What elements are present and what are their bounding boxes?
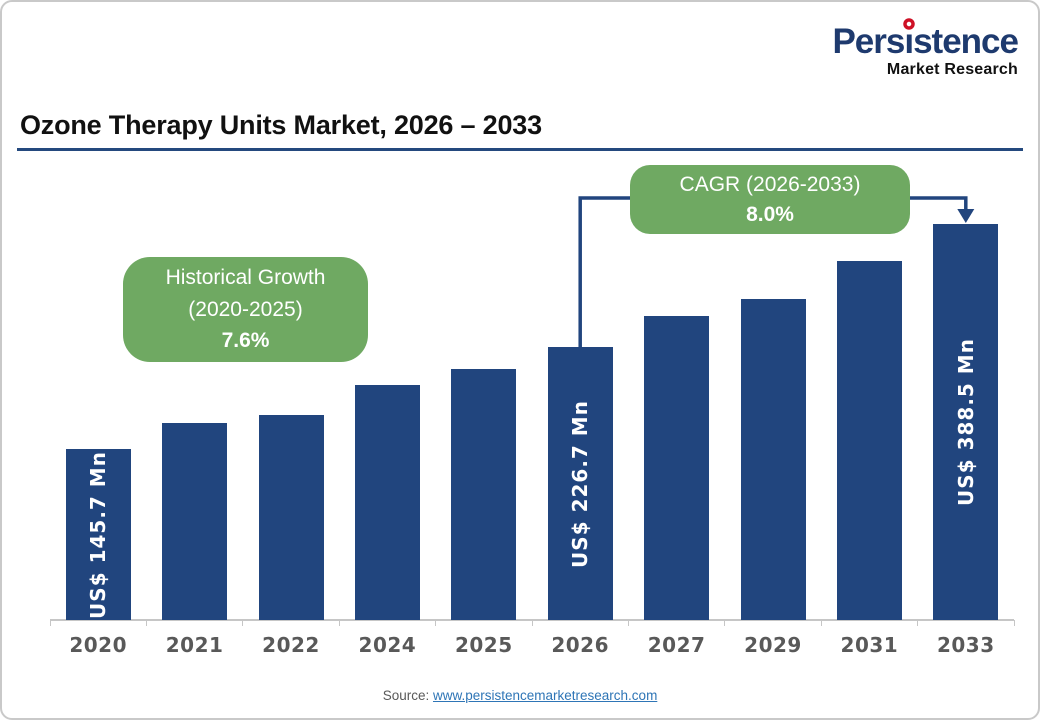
axis-tick: [435, 620, 437, 626]
axis-tick: [531, 620, 533, 626]
bar-value-label-2033: US$ 388.5 Mn: [953, 338, 978, 506]
x-tick-label-2033: 2033: [936, 633, 995, 657]
x-tick-label-2029: 2029: [744, 633, 802, 657]
logo-gear-icon: [902, 18, 915, 30]
axis-tick: [627, 620, 629, 626]
x-tick-label-2025: 2025: [454, 633, 513, 657]
historical-growth-line2: (2020-2025): [188, 297, 303, 321]
axis-tick: [145, 620, 147, 626]
x-tick-label-2022: 2022: [262, 633, 320, 657]
logo-brand-text: Persı stence: [832, 18, 1019, 59]
page-title: Ozone Therapy Units Market, 2026 – 2033: [20, 110, 542, 140]
x-tick-label-2026: 2026: [551, 633, 610, 657]
x-tick-label-2021: 2021: [165, 633, 224, 657]
bar-2029: [740, 299, 806, 620]
axis-tick: [917, 620, 919, 626]
cagr-line1: CAGR (2026-2033): [679, 173, 861, 197]
bar-value-label-2020: US$ 145.7 Mn: [86, 450, 111, 619]
bar-2025: [451, 369, 517, 620]
cagr-value: 8.0%: [746, 202, 794, 226]
logo: Persı stence Market Research: [832, 18, 1019, 78]
bar-2026: US$ 226.7 Mn: [547, 347, 613, 620]
logo-subtitle: Market Research: [886, 61, 1018, 78]
source-line: Source: www.persistencemarketresearch.co…: [2, 688, 1038, 703]
x-tick-label-2031: 2031: [840, 633, 899, 657]
axis-tick: [338, 620, 340, 626]
bar-value-label-2026: US$ 226.7 Mn: [568, 399, 593, 568]
historical-growth-value: 7.6%: [221, 329, 270, 353]
historical-growth-box: Historical Growth (2020-2025) 7.6%: [123, 257, 368, 362]
cagr-box: CAGR (2026-2033) 8.0%: [630, 165, 910, 234]
historical-growth-line1: Historical Growth: [165, 266, 326, 290]
bar-2020: US$ 145.7 Mn: [65, 449, 131, 620]
bar-2031: [836, 261, 902, 620]
bar-2033: US$ 388.5 Mn: [933, 224, 999, 620]
source-label: Source:: [382, 688, 430, 703]
bar-2021: [162, 423, 228, 620]
x-tick-label-2020: 2020: [69, 633, 128, 657]
axis-tick: [49, 620, 51, 626]
x-tick-label-2024: 2024: [358, 633, 417, 657]
axis-tick: [1013, 620, 1015, 626]
title-underline: [17, 148, 1023, 151]
bar-2027: [644, 316, 710, 620]
axis-tick: [724, 620, 726, 626]
source-link[interactable]: www.persistencemarketresearch.com: [432, 688, 658, 703]
bar-2024: [354, 385, 420, 620]
axis-tick: [820, 620, 822, 626]
x-tick-label-2027: 2027: [647, 633, 706, 657]
axis-tick: [242, 620, 244, 626]
bar-2022: [258, 415, 324, 620]
